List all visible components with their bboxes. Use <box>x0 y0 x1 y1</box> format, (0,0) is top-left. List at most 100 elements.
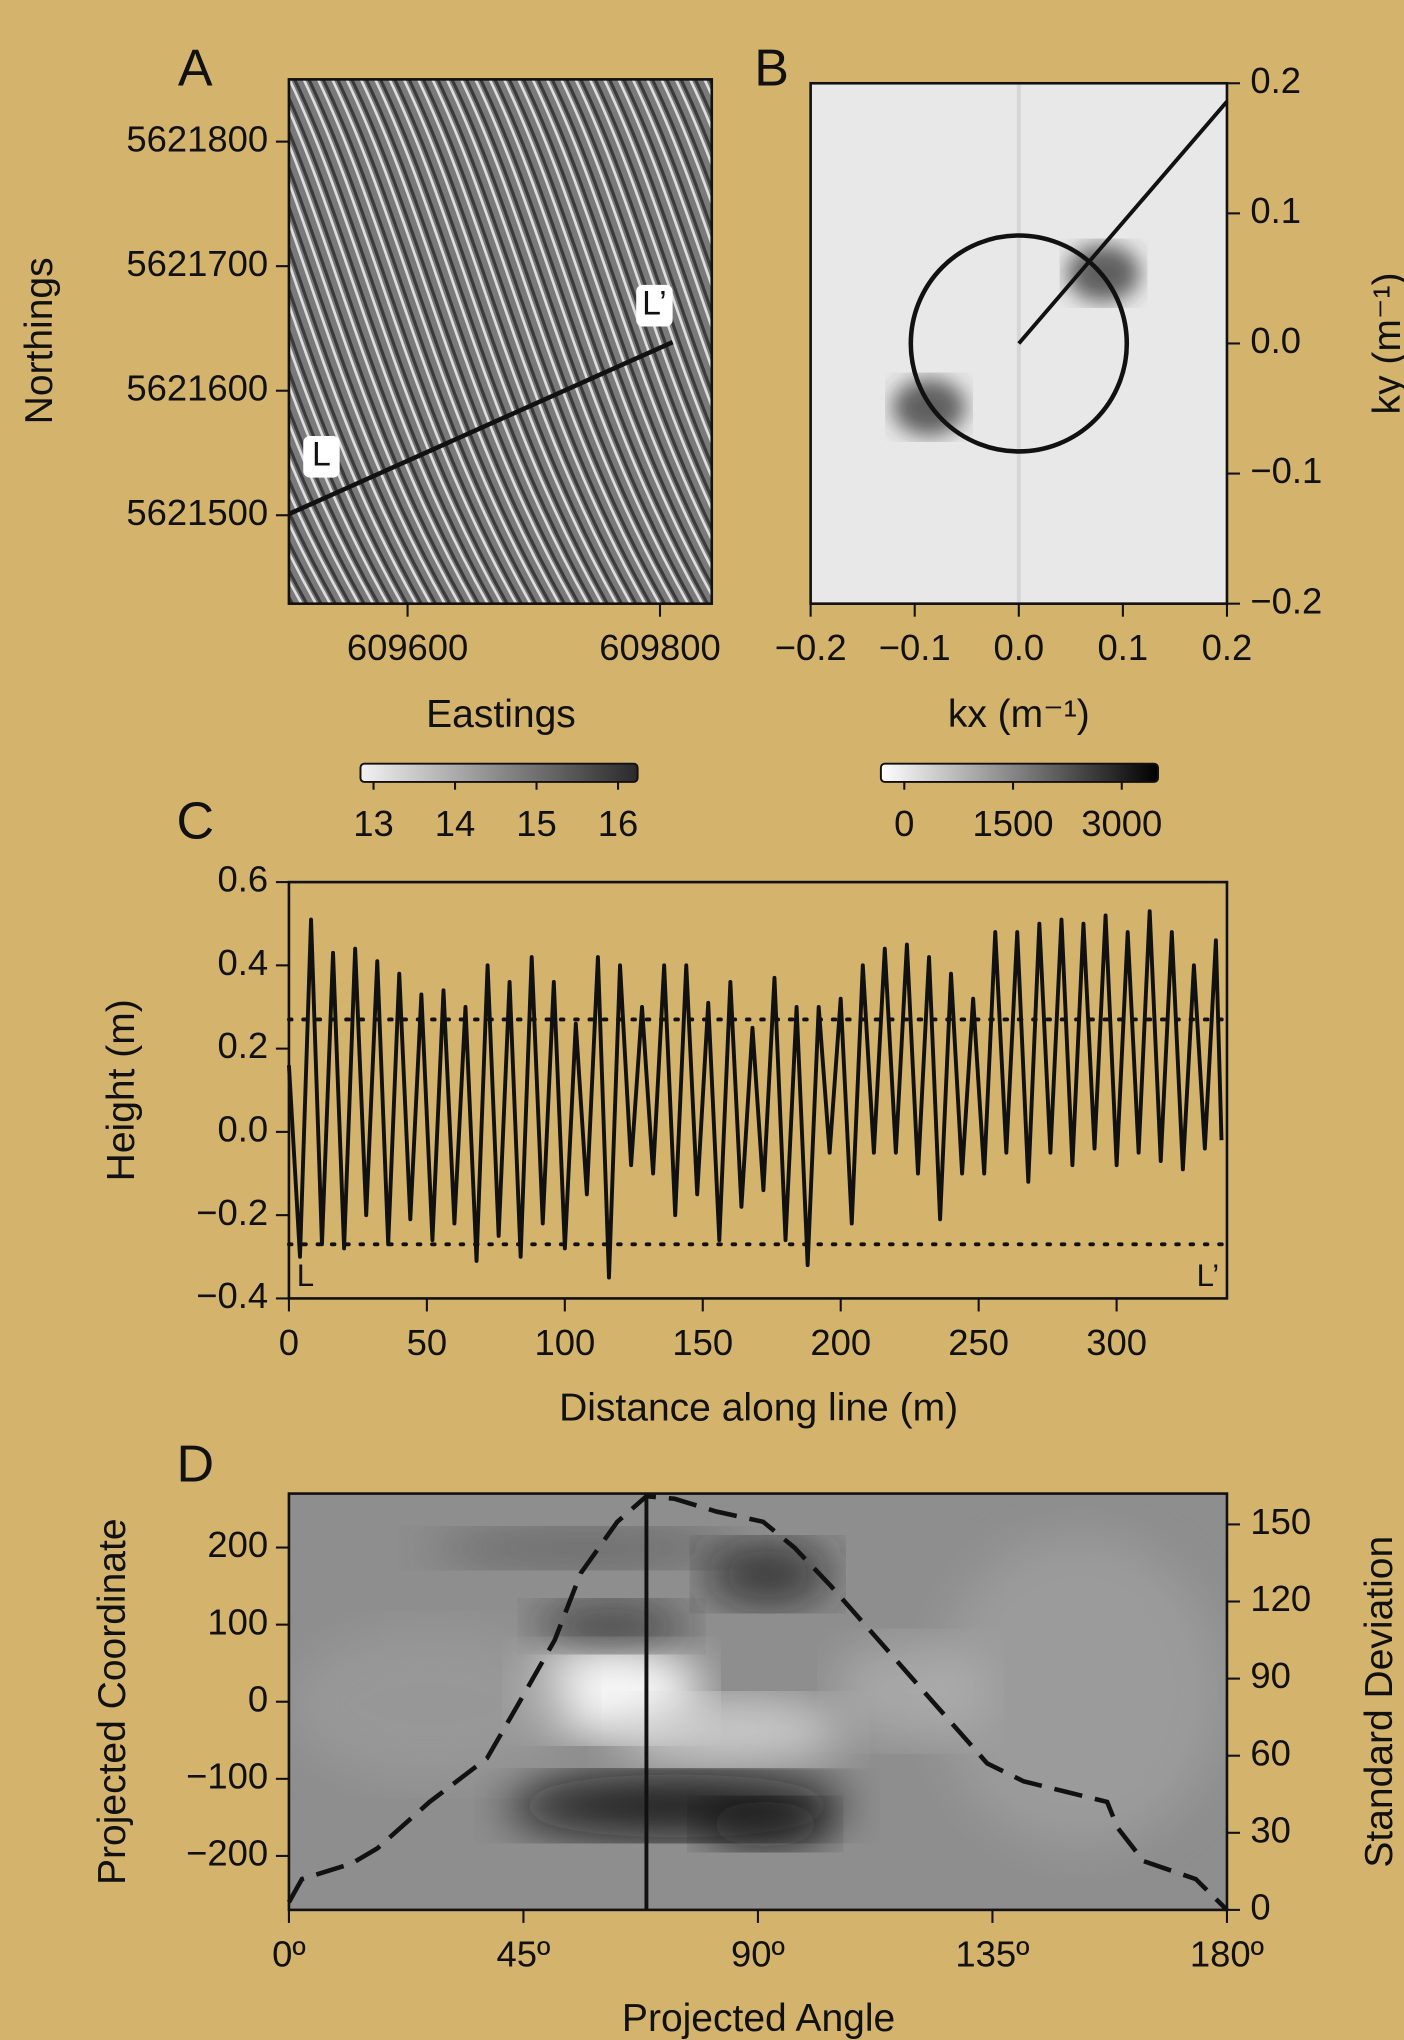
y-tick-label: 0.0 <box>217 1109 268 1150</box>
y-tick-label: 0 <box>1250 1887 1270 1928</box>
y-tick-label: 0 <box>248 1678 268 1719</box>
ripple-shadow <box>288 284 424 604</box>
ripple-shadow <box>288 202 452 604</box>
ripple-crest <box>288 178 461 604</box>
ripple-crest <box>588 79 712 410</box>
x-tick-label: 150 <box>672 1322 733 1363</box>
ripple-shadow <box>288 243 438 604</box>
x-tick-label: 45º <box>497 1933 551 1974</box>
y-tick-label: 0.0 <box>1250 320 1301 361</box>
ripple-shadow <box>288 366 395 604</box>
panel-letter: B <box>754 39 789 97</box>
ripple-crest <box>288 381 390 604</box>
radon-blob <box>702 1541 833 1607</box>
y-tick-label: 5621800 <box>126 118 268 159</box>
ripple-crest <box>316 79 533 604</box>
colorbar <box>359 762 639 783</box>
y-axis-label: Height (m) <box>100 999 143 1181</box>
ripple-crest <box>402 79 618 604</box>
ripple-crest <box>288 455 361 604</box>
ripple-shadow <box>335 79 552 604</box>
ripple-shadow <box>579 79 712 434</box>
end-label-box <box>303 435 340 478</box>
ripple-crest <box>602 79 712 372</box>
ripple-shadow <box>378 79 595 604</box>
ripple-shadow <box>307 79 524 604</box>
y-tick-label: 100 <box>207 1601 268 1642</box>
profile-line <box>287 340 674 517</box>
ripple-crest <box>330 79 547 604</box>
dem-ripples <box>288 79 712 604</box>
ripple-shadow <box>536 79 712 533</box>
x-tick-label: 100 <box>534 1322 595 1363</box>
x-tick-label: −0.1 <box>879 627 951 668</box>
ripple-shadow <box>292 79 510 604</box>
radon-blob <box>832 1639 989 1744</box>
ripple-crest <box>359 79 576 604</box>
ripple-shadow <box>493 79 710 604</box>
ripple-crest <box>288 79 504 604</box>
y2-axis-label: Standard Deviation <box>1358 1536 1401 1868</box>
ripple-shadow <box>636 79 712 276</box>
ripple-crest <box>288 217 447 604</box>
ripple-crest <box>416 79 633 604</box>
ripple-shadow <box>607 79 712 358</box>
ripple-crest <box>288 341 404 604</box>
ripple-crest <box>659 79 712 208</box>
x-tick-label: 200 <box>810 1322 871 1363</box>
ripple-shadow <box>421 79 638 604</box>
ripple-crest <box>288 258 432 604</box>
radon-blob <box>429 1530 742 1567</box>
x-tick-label: 135º <box>955 1933 1029 1974</box>
panel-letter: A <box>178 39 213 97</box>
x-tick-label: 300 <box>1086 1322 1147 1363</box>
y-axis-label: Northings <box>18 257 61 424</box>
y-tick-label: −0.2 <box>196 1192 268 1233</box>
ripple-crest <box>288 300 418 604</box>
ripple-crest <box>288 488 347 604</box>
ripple-shadow <box>321 79 538 604</box>
ripple-shadow <box>392 79 610 604</box>
ripple-shadow <box>679 79 712 156</box>
x-axis-label: Eastings <box>426 693 576 736</box>
wavenumber-circle <box>908 233 1130 454</box>
ripple-shadow <box>350 79 567 604</box>
y-tick-label: 0.1 <box>1250 190 1301 231</box>
ripple-shadow <box>288 441 366 604</box>
colorbar-tick-label: 13 <box>353 803 394 844</box>
ripple-crest <box>345 79 561 604</box>
y-axis-label: ky (m⁻¹) <box>1366 273 1404 415</box>
plot-frame <box>287 78 714 605</box>
radon-blob <box>611 1697 846 1763</box>
y-tick-label: 5621500 <box>126 492 268 533</box>
colorbar-tick-label: 3000 <box>1081 803 1162 844</box>
ripple-crest <box>431 79 647 604</box>
panel-letter: C <box>176 793 214 851</box>
radon-blob <box>288 1626 573 1783</box>
ripple-shadow <box>507 79 712 589</box>
y-tick-label: −100 <box>186 1755 268 1796</box>
plot-frame <box>287 880 1229 1300</box>
y-tick-label: 120 <box>1250 1578 1311 1619</box>
y-tick-label: 0.2 <box>1250 60 1301 101</box>
ripple-crest <box>502 79 712 598</box>
ripple-crest <box>288 106 490 604</box>
ripple-shadow <box>288 476 352 604</box>
end-label: L <box>297 1258 314 1293</box>
x-tick-label: 609800 <box>599 627 721 668</box>
ripple-shadow <box>288 163 467 604</box>
x-tick-label: −0.2 <box>775 627 847 668</box>
y-tick-label: 200 <box>207 1524 268 1565</box>
ripple-shadow <box>478 79 696 604</box>
end-label-box <box>636 284 673 327</box>
ripple-crest <box>288 520 332 604</box>
colorbar-tick-label: 15 <box>516 803 557 844</box>
ripple-shadow <box>464 79 681 604</box>
ripple-crest <box>473 79 690 604</box>
colorbar-tick-label: 14 <box>435 803 476 844</box>
x-axis-label: Distance along line (m) <box>559 1387 958 1430</box>
ripple-shadow <box>621 79 712 318</box>
y-tick-label: −0.4 <box>196 1275 268 1316</box>
